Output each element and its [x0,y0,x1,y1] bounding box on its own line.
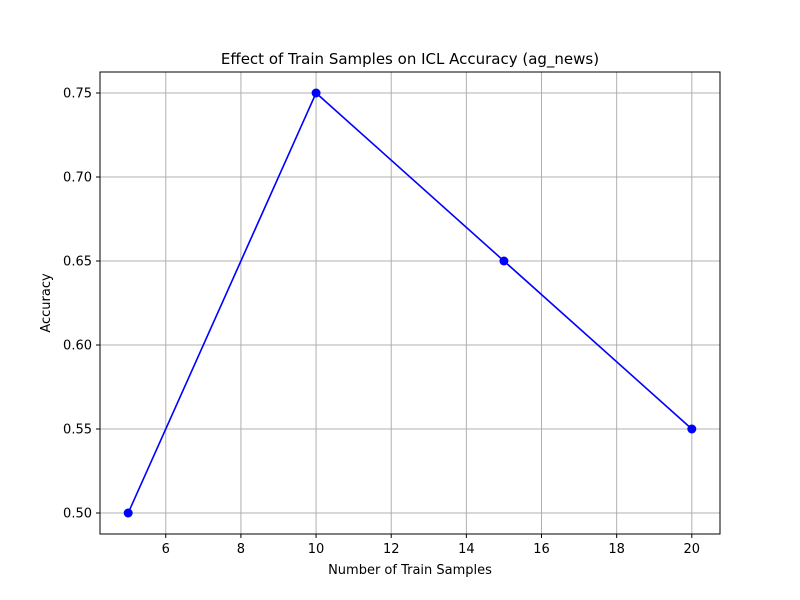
plot-frame [99,71,721,535]
x-tick-label: 14 [458,542,475,557]
x-axis-label: Number of Train Samples [328,563,492,578]
x-tick-label: 18 [608,542,625,557]
x-tick-label: 8 [237,542,245,557]
data-point [311,88,321,98]
chart-title: Effect of Train Samples on ICL Accuracy … [221,50,599,69]
series-line [127,91,693,514]
x-tick-label: 12 [383,542,400,557]
x-tick-label: 16 [533,542,550,557]
y-axis: 0.50 0.55 0.60 0.65 0.70 0.75 [63,87,100,522]
grid [100,72,720,534]
data-point [123,508,133,518]
y-tick-label: 0.60 [63,339,92,354]
series-layer [123,88,697,518]
x-tick-label: 10 [308,542,325,557]
y-tick-label: 0.65 [63,255,92,270]
y-tick-label: 0.75 [63,87,92,102]
y-tick-label: 0.55 [63,423,92,438]
y-tick-label: 0.50 [63,507,92,522]
x-axis: 6 8 10 12 14 16 18 20 [162,534,700,557]
data-point [499,256,509,266]
y-tick-label: 0.70 [63,171,92,186]
x-tick-label: 20 [684,542,701,557]
data-point [687,424,697,434]
y-axis-label: Accuracy [39,273,54,333]
x-tick-label: 6 [162,542,170,557]
